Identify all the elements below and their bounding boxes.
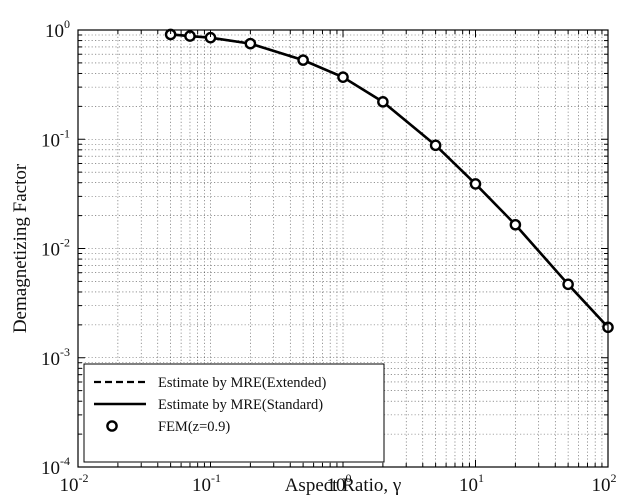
fem-marker: [509, 218, 522, 231]
legend-label: Estimate by MRE(Standard): [158, 397, 323, 413]
y-axis-label: Demagnetizing Factor: [10, 163, 31, 333]
x-tick-label: 10-2: [60, 471, 89, 495]
x-tick-label: 100: [327, 471, 352, 495]
y-tick-label: 10-4: [41, 454, 70, 479]
legend-marker-fem: [106, 420, 118, 432]
y-tick-label: 10-1: [41, 126, 70, 151]
fem-marker: [244, 37, 257, 50]
legend: Estimate by MRE(Extended) Estimate by MRE…: [83, 363, 385, 463]
fem-marker: [337, 71, 349, 83]
y-tick-label: 10-3: [41, 345, 70, 370]
legend-label: FEM(z=0.9): [158, 419, 230, 435]
fem-marker: [377, 96, 389, 108]
fem-marker: [469, 178, 482, 190]
tick-labels: 10-2 10-1 100 101 102 10-4 10-3 10-2 10-1 100: [41, 17, 617, 495]
x-axis-label: Aspect Ratio, γ: [285, 475, 402, 495]
y-tick-label: 100: [45, 17, 70, 42]
fem-marker: [562, 278, 574, 291]
x-tick-label: 101: [459, 471, 484, 495]
series-markers: [164, 28, 614, 334]
x-tick-label: 102: [592, 471, 617, 495]
plot-frame: [77, 29, 609, 468]
fem-marker: [429, 139, 442, 152]
legend-box: [83, 363, 385, 463]
fem-marker: [297, 54, 309, 66]
x-tick-label: 10-1: [192, 471, 221, 495]
legend-label: Estimate by MRE(Extended): [158, 375, 326, 391]
y-tick-label: 10-2: [41, 236, 70, 261]
